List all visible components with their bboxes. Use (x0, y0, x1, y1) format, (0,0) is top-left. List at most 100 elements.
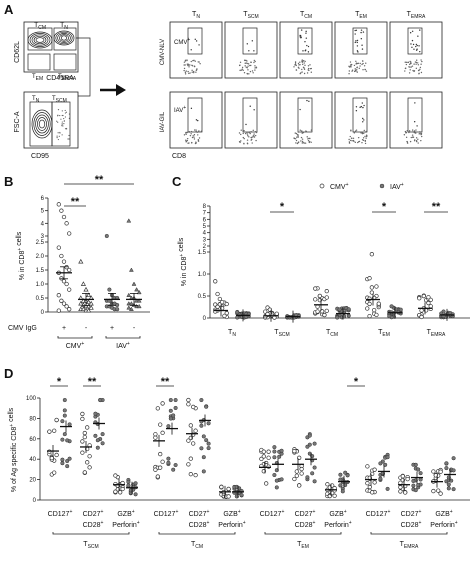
event-dot (194, 60, 196, 62)
event-dot (184, 60, 187, 62)
event-dot (356, 69, 358, 71)
event-dot (365, 70, 368, 72)
event-dot (297, 66, 300, 69)
event-dot (361, 132, 364, 134)
b-sign: - (133, 325, 136, 332)
event-dot (188, 66, 190, 68)
event-dot (245, 123, 247, 126)
c-point (369, 290, 375, 295)
event-dot (255, 66, 257, 68)
event-dot (183, 67, 186, 70)
event-dot (238, 132, 241, 134)
b-point (61, 279, 67, 284)
event-dot (64, 116, 67, 118)
d-point (82, 434, 87, 440)
d-point (85, 460, 90, 465)
b-point (67, 267, 72, 273)
d-point (54, 417, 59, 423)
event-dot (412, 69, 414, 72)
event-dot (303, 142, 305, 144)
event-dot (243, 129, 245, 132)
flow-xlabel: CD8 (172, 153, 186, 160)
event-dot (409, 60, 411, 63)
d-point (413, 462, 418, 467)
b-group-bracket-1 (57, 336, 93, 339)
event-dot (191, 64, 193, 66)
d-marker-label-2: CD28+ (83, 520, 104, 529)
d-point (80, 439, 85, 444)
event-dot (186, 137, 189, 140)
event-dot (410, 43, 412, 45)
event-dot (302, 50, 304, 52)
d-point (201, 434, 206, 439)
event-dot (364, 135, 366, 138)
gate-label-tscm-bottom: TSCM (52, 96, 67, 104)
event-dot (409, 32, 412, 34)
c-category-label: TN (228, 329, 236, 338)
event-dot (418, 69, 420, 72)
flow-plot (334, 21, 388, 79)
event-dot (195, 130, 197, 133)
event-dot (412, 43, 415, 46)
d-point (62, 397, 67, 403)
flow-plot (389, 91, 443, 149)
d-point (155, 406, 160, 411)
gating-top-ylabel: CD62L (14, 41, 21, 63)
event-dot (252, 129, 254, 132)
flow-gate (297, 27, 313, 55)
event-dot (185, 70, 187, 72)
gate-cm (27, 27, 53, 51)
event-dot (63, 120, 66, 122)
event-dot (365, 62, 367, 64)
contour-fsc (35, 114, 49, 134)
c-point (376, 301, 381, 306)
event-dot (254, 69, 256, 71)
d-point (188, 456, 193, 461)
d-point (405, 476, 410, 482)
b-point (59, 208, 64, 213)
d-point (52, 428, 57, 433)
event-dot (255, 131, 258, 134)
event-dot (297, 62, 300, 65)
event-dot (243, 72, 246, 74)
gating-top-xlabel: CD45RA (46, 75, 74, 82)
event-dot (184, 73, 187, 75)
d-point (266, 455, 271, 460)
d-point (398, 485, 403, 490)
gating-bottom-xlabel: CD95 (31, 153, 49, 160)
d-marker-label: GZB+ (117, 509, 134, 518)
d-point (206, 441, 211, 446)
event-dot (67, 138, 69, 140)
event-dot (349, 65, 352, 67)
subset-label: TCM (300, 11, 312, 20)
event-dot (244, 65, 246, 67)
d-point (411, 483, 416, 488)
event-dot (404, 130, 407, 133)
connector-line (76, 37, 91, 97)
event-dot (404, 61, 406, 63)
subset-label: TSCM (243, 11, 258, 20)
c-point (222, 313, 227, 319)
c-point (426, 295, 431, 300)
d-point (186, 402, 191, 407)
event-dot (191, 71, 193, 73)
event-dot (251, 142, 253, 144)
event-dot (413, 131, 416, 134)
event-dot (361, 48, 364, 50)
d-point (307, 433, 312, 438)
c-point (428, 297, 433, 303)
flow-gate (297, 97, 313, 133)
event-dot (183, 64, 185, 66)
event-dot (295, 132, 298, 135)
event-dot (61, 123, 63, 125)
d-sig: * (354, 376, 359, 388)
d-ytick-label: 20 (29, 478, 36, 484)
event-dot (185, 140, 188, 143)
event-dot (246, 73, 249, 75)
event-dot (58, 135, 60, 137)
b-group-bracket-2 (105, 336, 141, 339)
d-point (436, 488, 441, 493)
c-point (313, 297, 318, 302)
event-dot (364, 68, 367, 71)
event-dot (409, 66, 411, 68)
